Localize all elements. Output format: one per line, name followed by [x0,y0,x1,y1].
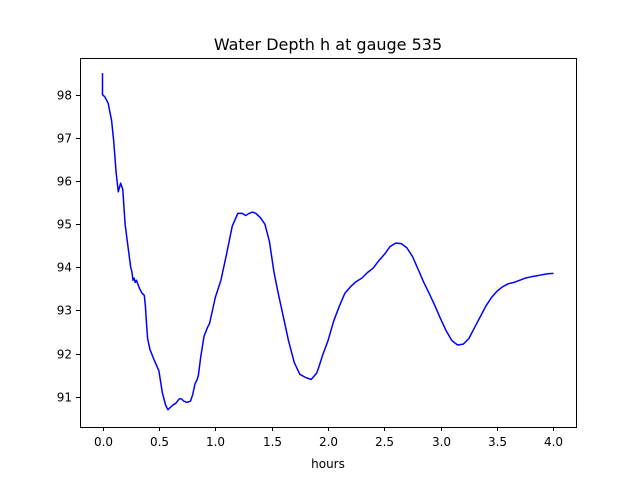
x-tick-label: 1.0 [206,435,225,449]
plot-area [80,58,576,427]
y-tick-label: 97 [57,132,72,146]
chart-title: Water Depth h at gauge 535 [214,35,442,54]
x-tick-label: 3.5 [488,435,507,449]
y-tick-label: 94 [57,261,72,275]
x-axis-label: hours [311,457,345,471]
x-tick-label: 3.0 [432,435,451,449]
x-tick-label: 2.5 [375,435,394,449]
x-tick-label: 4.0 [544,435,563,449]
x-axis-ticks: 0.0 0.5 1.0 1.5 2.0 2.5 3.0 3.5 4.0 [94,427,563,449]
axes-frame [80,58,577,428]
x-tick-label: 0.0 [94,435,113,449]
x-tick-label: 0.5 [150,435,169,449]
y-tick-label: 92 [57,348,72,362]
y-tick-label: 93 [57,304,72,318]
y-axis-ticks: 91 92 93 94 95 96 97 98 [57,89,80,405]
y-tick-label: 96 [57,175,72,189]
y-tick-label: 95 [57,218,72,232]
series-line-water-depth [101,73,554,411]
y-tick-label: 91 [57,391,72,405]
x-tick-label: 1.5 [263,435,282,449]
y-tick-label: 98 [57,89,72,103]
x-tick-label: 2.0 [319,435,338,449]
